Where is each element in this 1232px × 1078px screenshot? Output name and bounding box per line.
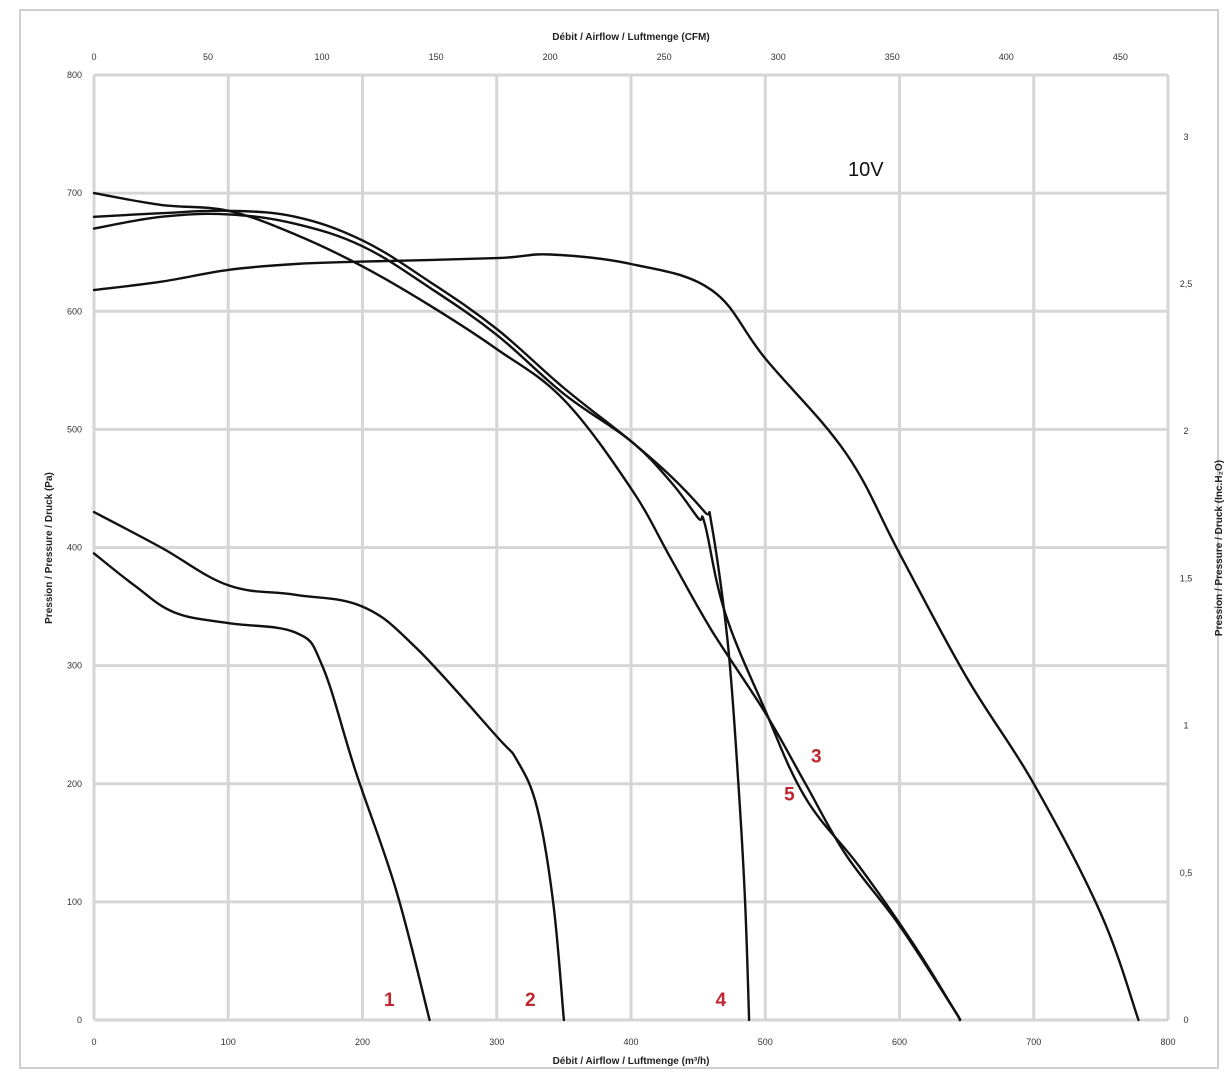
curve-label-2: 2 [525,990,536,1011]
plot-frame [19,9,1219,1069]
x-bottom-tick-0: 0 [91,1037,96,1047]
grid [92,73,1170,1022]
curve-3 [92,212,962,1022]
y-right-tick-0: 0 [1183,1015,1188,1025]
y-left-tick-7: 700 [67,188,82,198]
x-top-tick-1: 50 [203,52,213,62]
x-bottom-tick-5: 500 [758,1037,773,1047]
y-right-tick-4: 2 [1183,426,1188,436]
curve-labels: 1 2 3 4 5 [384,746,821,1010]
y-left-tick-2: 200 [67,779,82,789]
x-bottom-axis-title: Débit / Airflow / Luftmenge (m³/h) [553,1056,710,1067]
x-bottom-tick-6: 600 [892,1037,907,1047]
x-top-tick-0: 0 [91,52,96,62]
y-left-tick-0: 0 [77,1015,82,1025]
x-bottom-tick-1: 100 [221,1037,236,1047]
x-bottom-tick-3: 300 [489,1037,504,1047]
x-bottom-tick-7: 700 [1026,1037,1041,1047]
curve-label-1: 1 [384,990,395,1011]
y-left-axis-title: Pression / Pressure / Druck (Pa) [44,472,55,624]
curve-4 [92,209,751,1022]
curve-label-5: 5 [784,784,795,805]
x-top-tick-7: 350 [885,52,900,62]
y-left-tick-1: 100 [67,897,82,907]
y-right-tick-2: 1 [1183,721,1188,731]
x-top-tick-3: 150 [429,52,444,62]
x-bottom-tick-4: 400 [623,1037,638,1047]
y-left-tick-4: 400 [67,543,82,553]
x-top-tick-4: 200 [543,52,558,62]
curve-5 [92,191,962,1022]
y-right-tick-6: 3 [1183,132,1188,142]
voltage-annotation: 10V [848,159,884,181]
x-top-tick-2: 100 [315,52,330,62]
y-right-tick-3: 1,5 [1180,573,1193,583]
y-right-axis-title: Pression / Pressure / Druck (Inc.H₂O) [1214,460,1225,636]
x-top-tick-9: 450 [1113,52,1128,62]
x-bottom-tick-8: 800 [1160,1037,1175,1047]
x-top-tick-8: 400 [999,52,1014,62]
performance-curves [92,191,1140,1022]
x-top-tick-5: 250 [657,52,672,62]
x-top-tick-6: 300 [771,52,786,62]
y-left-tick-5: 500 [67,424,82,434]
curve-label-4: 4 [716,990,727,1011]
y-right-tick-1: 0,5 [1180,868,1193,878]
y-right-tick-5: 2,5 [1180,279,1193,289]
curve-2 [92,510,566,1022]
x-bottom-tick-2: 200 [355,1037,370,1047]
curve-label-3: 3 [811,746,822,767]
x-top-axis-title: Débit / Airflow / Luftmenge (CFM) [552,32,709,43]
curve-1 [92,552,431,1022]
y-left-tick-3: 300 [67,661,82,671]
y-left-tick-6: 600 [67,306,82,316]
y-left-tick-8: 800 [67,70,82,80]
curve-unlabeled [92,253,1140,1022]
